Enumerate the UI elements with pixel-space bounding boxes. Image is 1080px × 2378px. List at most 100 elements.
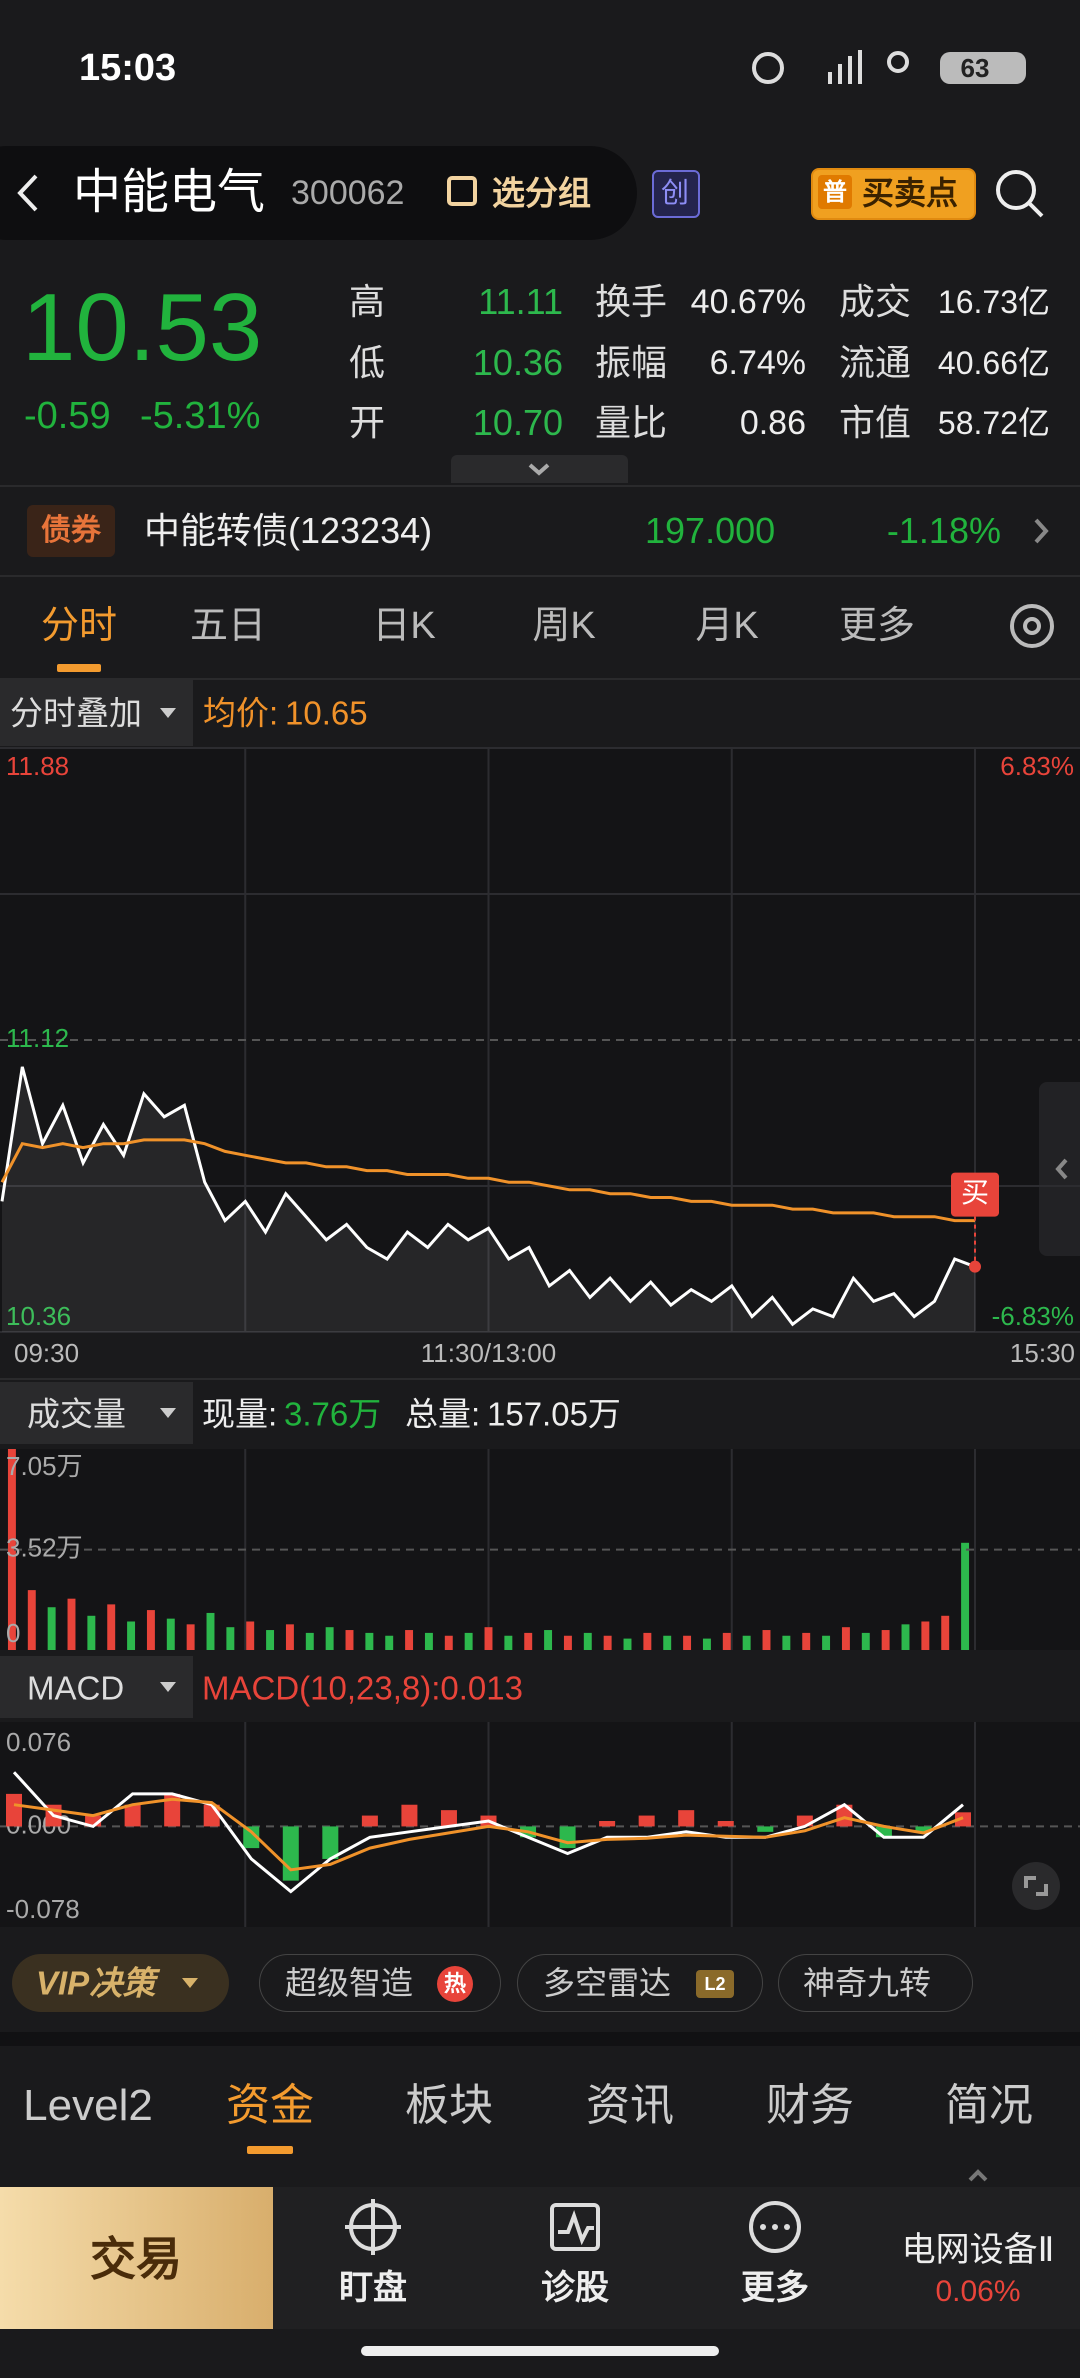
volume-bar — [365, 1632, 374, 1650]
stat-label: 流通 — [839, 342, 912, 383]
volume-menu[interactable]: 成交量 — [27, 1395, 126, 1433]
volume-bar — [385, 1635, 394, 1650]
status-time: 15:03 — [79, 47, 177, 89]
volume-bar — [87, 1615, 96, 1650]
volume-bar — [504, 1635, 513, 1650]
macd-bar — [85, 1815, 102, 1827]
stat-value: 16.73亿 — [937, 284, 1050, 320]
dif-line — [12, 1771, 964, 1894]
volume-bar — [67, 1598, 76, 1650]
radar-pill[interactable] — [517, 1954, 763, 2012]
volume-bar — [424, 1632, 433, 1650]
expand-tab[interactable] — [451, 455, 628, 483]
section-tab[interactable]: 板块 — [405, 2081, 493, 2130]
macd-bar — [243, 1826, 260, 1849]
stat-value: 6.74% — [709, 344, 806, 382]
volume-bar — [702, 1638, 711, 1650]
divider — [0, 575, 1080, 577]
macd-bar — [955, 1812, 971, 1827]
volume-bar — [901, 1624, 910, 1650]
stat-value: 11.11 — [478, 281, 563, 322]
period-tab[interactable]: 分时 — [40, 605, 118, 647]
divider — [0, 1378, 1080, 1380]
volume-bar — [206, 1612, 215, 1650]
bond-name[interactable]: 中能转债(123234) — [144, 510, 433, 551]
macd-bar — [915, 1826, 932, 1832]
collapse-icon — [1055, 1158, 1068, 1180]
nine-pill-label[interactable]: 神奇九转 — [803, 1965, 932, 2001]
volume-chart: 7.05万 3.52万 0 — [0, 1449, 1080, 1650]
period-tab[interactable]: 周K — [532, 605, 596, 647]
price-area — [2, 1066, 975, 1332]
section-tab[interactable]: 财务 — [766, 2081, 854, 2130]
volume-bar — [822, 1635, 831, 1650]
period-tab[interactable]: 月K — [695, 605, 759, 647]
period-tab[interactable]: 更多 — [838, 605, 916, 647]
more-label[interactable]: 更多 — [741, 2269, 809, 2307]
period-tab[interactable]: 日K — [372, 605, 436, 647]
macd-bar — [599, 1820, 616, 1827]
macd-menu[interactable]: MACD — [27, 1669, 125, 1707]
l2-label: L2 — [704, 1974, 726, 1994]
section-tab[interactable]: 简况 — [945, 2081, 1033, 2130]
more-icon[interactable] — [749, 2201, 801, 2253]
avg-line — [0, 1138, 975, 1223]
volume-bar — [285, 1624, 294, 1650]
bond-change: -1.18% — [886, 510, 1001, 551]
macd-bar — [282, 1826, 299, 1881]
overlay-dropdown — [160, 708, 176, 718]
chevron-right[interactable] — [1034, 518, 1049, 544]
macd-bar — [836, 1804, 853, 1827]
stat-label: 换手 — [595, 281, 668, 322]
radar-pill-label[interactable]: 多空雷达 — [543, 1965, 672, 2001]
vip-pill-label[interactable]: VIP决策 — [36, 1964, 156, 2002]
battery-level: 63 — [960, 53, 990, 83]
change: -0.59 — [24, 395, 111, 437]
macd-bar — [757, 1826, 774, 1832]
sector-name[interactable]: 电网设备Ⅱ — [901, 2231, 1055, 2269]
y-tick-label: 11.12 — [6, 1023, 69, 1053]
alarm-icon — [752, 52, 784, 84]
trade-label[interactable]: 交易 — [90, 2233, 182, 2285]
buy-sell-button[interactable]: 买卖点 — [861, 175, 959, 211]
avg-label: 均价: — [203, 694, 279, 732]
macd-bar — [638, 1815, 655, 1827]
trade-button[interactable] — [0, 2187, 273, 2329]
y-tick-label: 3.52万 — [6, 1533, 83, 1563]
period-tab[interactable]: 五日 — [189, 605, 267, 647]
board-badge-box[interactable] — [652, 170, 700, 218]
buy-marker-box — [951, 1172, 999, 1217]
total-label: 总量: — [405, 1395, 481, 1433]
diagnose-label[interactable]: 诊股 — [541, 2269, 609, 2307]
back-icon[interactable] — [17, 174, 38, 212]
expand-button[interactable] — [1012, 1862, 1060, 1910]
volume-bar — [127, 1621, 136, 1650]
stat-label: 高 — [349, 281, 386, 322]
volume-bar — [861, 1632, 870, 1650]
section-tab[interactable]: 资金 — [226, 2081, 314, 2130]
stat-value: 40.67% — [690, 283, 806, 321]
person-icon — [887, 51, 909, 73]
volume-bar — [683, 1635, 692, 1650]
smart-pill[interactable] — [259, 1954, 501, 2012]
section-tab[interactable]: Level2 — [23, 2081, 153, 2130]
group-button[interactable]: 选分组 — [492, 174, 591, 212]
nine-pill[interactable] — [778, 1954, 973, 2012]
macd-bar — [796, 1815, 813, 1827]
y-tick-label: 10.36 — [6, 1301, 71, 1331]
macd-bar — [678, 1810, 695, 1827]
gear-core — [1023, 617, 1041, 635]
section-tab[interactable]: 资讯 — [586, 2081, 674, 2130]
vip-dropdown — [182, 1978, 198, 1988]
diagnose-icon[interactable] — [550, 2203, 600, 2251]
volume-bar — [643, 1632, 652, 1650]
smart-pill-label[interactable]: 超级智造 — [285, 1965, 414, 2001]
gear-icon[interactable] — [1010, 604, 1054, 648]
overlay-menu[interactable]: 分时叠加 — [10, 694, 142, 732]
volume-dropdown — [160, 1408, 176, 1418]
dea-line — [13, 1797, 964, 1872]
bond-price: 197.000 — [645, 510, 776, 551]
watch-label[interactable]: 盯盘 — [339, 2269, 407, 2307]
search-icon[interactable] — [996, 170, 1036, 210]
macd-bar — [717, 1820, 734, 1827]
